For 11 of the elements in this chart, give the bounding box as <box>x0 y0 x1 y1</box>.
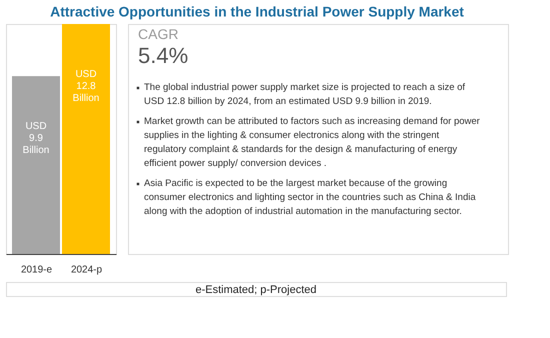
text: Market growth can be attributed to factors such as increasing demand for power supplies in the lighting & consumer electronics along with the stringent regulatory complaint & standards for the design & manufacturing of energy efficient power supply/ conversion devices . <box>144 116 480 169</box>
text: 5.4% <box>138 43 188 68</box>
x-tick-label: 2024-p <box>70 264 103 276</box>
text: CAGR <box>138 26 178 42</box>
text: The global industrial power supply market size is projected to reach a size of USD 12.8 billion by 2024, from an estimated USD 9.9 billion in 2019. <box>144 82 466 107</box>
x-tick-label: 2019-e <box>20 264 53 276</box>
text: e-Estimated; p-Projected <box>195 284 317 296</box>
data-label: USD 9.9 Billion <box>22 121 50 156</box>
data-label: USD 12.8 Billion <box>72 69 100 104</box>
text: Attractive Opportunities in the Industrial Power Supply Market <box>50 4 464 20</box>
text: Asia Pacific is expected to be the largest market because of the growing consumer electronics and lighting sector in the countries such as China & India along with the adoption of industrial automation in the manufacturing sector. <box>144 178 476 217</box>
